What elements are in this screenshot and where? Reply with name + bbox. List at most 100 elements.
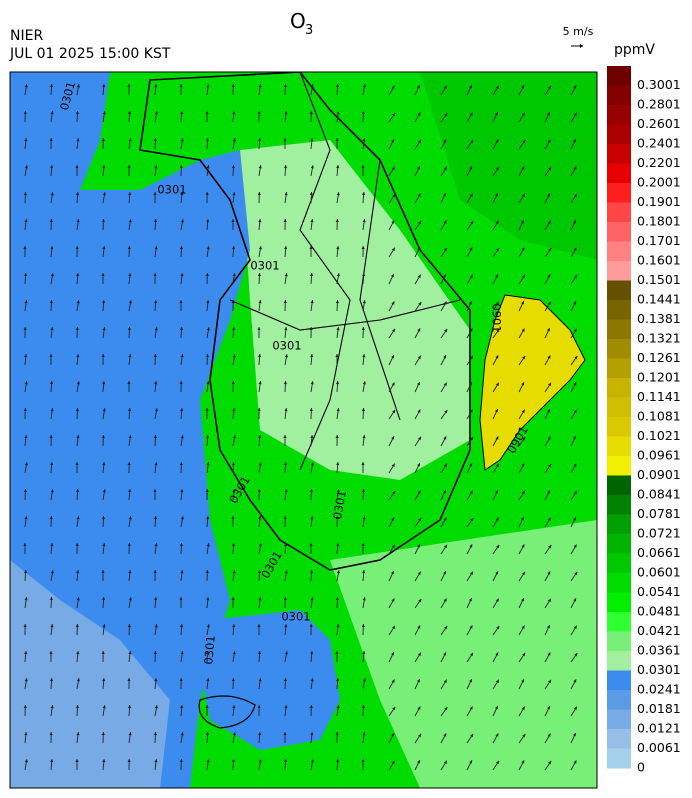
wind-arrow-head	[444, 544, 447, 549]
wind-arrow-head	[443, 679, 447, 683]
wind-arrow-head	[232, 705, 236, 709]
wind-arrow-head	[495, 139, 499, 143]
wind-arrow-head	[494, 409, 498, 413]
wind-arrow-head	[153, 138, 158, 142]
wind-arrow-head	[548, 382, 551, 387]
wind-arrow-head	[283, 678, 288, 682]
wind-arrow-head	[574, 274, 578, 279]
wind-arrow-head	[101, 300, 106, 304]
wind-arrow-head	[231, 678, 235, 682]
wind-arrow-head	[443, 274, 446, 278]
wind-arrow-head	[231, 759, 236, 763]
wind-arrow-head	[49, 732, 53, 736]
wind-field	[23, 83, 578, 771]
wind-arrow-head	[284, 327, 288, 331]
wind-arrow-head	[309, 246, 313, 249]
wind-arrow-head	[76, 597, 80, 601]
wind-arrow-head	[521, 409, 525, 413]
wind-arrow-head	[179, 165, 183, 169]
jeju-outline	[198, 695, 256, 729]
colorbar-box	[607, 514, 631, 535]
wind-arrow-head	[444, 706, 448, 711]
wind-arrow-head	[205, 705, 209, 708]
colorbar-label: 0.2801	[637, 97, 681, 112]
wind-arrow-head	[496, 760, 499, 765]
wind-arrow-head	[335, 138, 339, 142]
wind-arrow-head	[309, 408, 313, 412]
wind-arrow-head	[310, 435, 314, 439]
wind-arrow-head	[75, 489, 80, 493]
wind-arrow-head	[50, 624, 54, 628]
colorbar-label: 0.1081	[637, 409, 681, 424]
wind-arrow-head	[443, 355, 447, 359]
wind-arrow-head	[76, 435, 80, 439]
wind-arrow-head	[284, 408, 288, 412]
wind-arrow-head	[101, 651, 105, 655]
wind-arrow-head	[205, 732, 210, 736]
wind-arrow-head	[547, 112, 550, 116]
wind-arrow-head	[76, 219, 80, 223]
colorbar-label: 0.1801	[637, 214, 681, 229]
wind-arrow-head	[232, 408, 236, 412]
wind-arrow-head	[336, 273, 340, 277]
wind-arrow-head	[50, 246, 54, 250]
colorbar-label: 0.0541	[637, 584, 681, 599]
wind-arrow-head	[179, 678, 183, 682]
wind-arrow-head	[418, 733, 421, 738]
wind-arrow-head	[361, 327, 365, 331]
wind-arrow-head	[258, 462, 262, 466]
wind-arrow-head	[180, 516, 184, 520]
wind-reference: 5 m/s	[563, 25, 594, 38]
wind-arrow-head	[547, 598, 551, 603]
wind-arrow-head	[283, 381, 288, 385]
colorbar-label: 0.0901	[637, 467, 681, 482]
wind-arrow-head	[362, 381, 366, 385]
wind-arrow-head	[180, 435, 184, 439]
wind-arrow-head	[361, 705, 366, 709]
wind-arrow-head	[391, 436, 395, 440]
wind-arrow-head	[362, 354, 366, 358]
wind-arrow-head	[205, 111, 209, 114]
colorbar-label: 0.0121	[637, 721, 681, 736]
wind-arrow-head	[101, 219, 106, 223]
colorbar-box	[607, 378, 631, 398]
wind-arrow-head	[469, 544, 473, 548]
wind-arrow-head	[496, 625, 500, 630]
wind-arrow-head	[283, 165, 288, 169]
wind-arrow-head	[361, 408, 366, 412]
wind-arrow-head	[336, 462, 340, 466]
wind-arrow-head	[335, 354, 339, 357]
wind-arrow-head	[24, 651, 28, 655]
wind-arrow-head	[258, 165, 262, 169]
wind-arrow-head	[391, 544, 395, 549]
wind-arrow-head	[495, 598, 499, 602]
wind-arrow-head	[310, 381, 314, 385]
wind-arrow-head	[391, 166, 395, 170]
field-south-sea	[200, 610, 340, 750]
wind-arrow-head	[258, 543, 262, 547]
wind-arrow-head	[521, 463, 525, 467]
contour-label: 0301	[157, 183, 186, 197]
colorbar-box	[607, 631, 631, 652]
colorbar-label: 0.0301	[637, 662, 681, 677]
colorbar-box	[607, 553, 631, 574]
wind-arrow-head	[548, 679, 551, 684]
colorbar-box	[607, 124, 631, 145]
wind-arrow-head	[572, 733, 576, 737]
wind-arrow-head	[418, 436, 421, 441]
wind-arrow-head	[258, 300, 262, 304]
wind-arrow-head	[310, 84, 314, 88]
colorbar-label: 0.0061	[637, 740, 681, 755]
wind-arrow-head	[336, 759, 340, 763]
wind-arrow-head	[154, 246, 158, 250]
wind-arrow-head	[101, 597, 106, 601]
wind-arrow-head	[101, 732, 105, 736]
contour-label: 0301	[330, 489, 349, 520]
wind-arrow-head	[521, 490, 525, 495]
wind-arrow-head	[284, 489, 288, 493]
colorbar-label: 0.1601	[637, 253, 681, 268]
wind-arrow-head	[153, 192, 157, 195]
wind-arrow-head	[179, 597, 183, 600]
wind-arrow-head	[232, 732, 236, 736]
